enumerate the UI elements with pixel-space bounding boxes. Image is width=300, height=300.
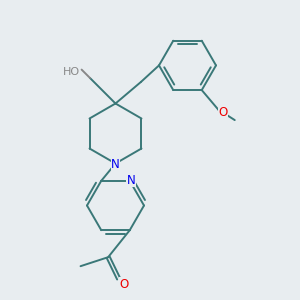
Text: O: O [119,278,128,291]
Text: HO: HO [62,67,80,77]
Text: N: N [127,174,136,187]
Text: N: N [111,158,120,172]
Text: O: O [218,106,227,119]
